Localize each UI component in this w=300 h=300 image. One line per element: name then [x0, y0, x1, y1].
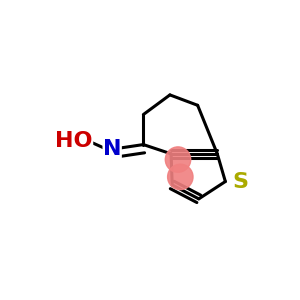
Text: N: N [103, 139, 122, 159]
Circle shape [165, 147, 191, 172]
Circle shape [168, 164, 193, 190]
Text: HO: HO [55, 131, 93, 151]
Text: S: S [232, 172, 248, 191]
